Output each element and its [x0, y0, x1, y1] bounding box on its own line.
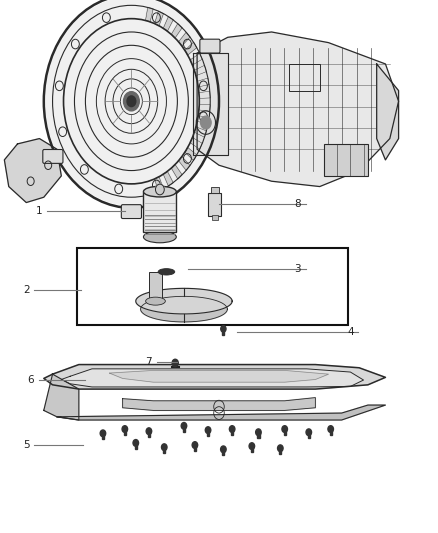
Bar: [257, 432, 260, 438]
Circle shape: [282, 426, 287, 432]
Bar: [194, 445, 196, 451]
Polygon shape: [4, 139, 61, 203]
Polygon shape: [171, 23, 182, 38]
Polygon shape: [44, 365, 385, 389]
Polygon shape: [57, 405, 385, 420]
Bar: [307, 432, 310, 438]
Circle shape: [192, 442, 198, 448]
FancyBboxPatch shape: [200, 39, 220, 53]
Polygon shape: [46, 0, 217, 205]
Polygon shape: [61, 369, 364, 387]
Polygon shape: [193, 53, 228, 155]
Polygon shape: [141, 296, 227, 322]
Bar: [124, 429, 126, 435]
Ellipse shape: [145, 297, 165, 305]
Ellipse shape: [158, 269, 175, 275]
Bar: [212, 215, 218, 220]
Bar: [222, 449, 225, 455]
Polygon shape: [179, 157, 190, 170]
Text: 2: 2: [23, 286, 30, 295]
Polygon shape: [145, 7, 153, 22]
Text: 5: 5: [23, 440, 30, 450]
Circle shape: [100, 430, 106, 437]
Circle shape: [172, 359, 178, 367]
Circle shape: [162, 444, 167, 450]
Bar: [324, 144, 368, 176]
Polygon shape: [197, 116, 209, 125]
Bar: [148, 431, 150, 437]
Circle shape: [124, 92, 139, 111]
Polygon shape: [197, 32, 399, 187]
Circle shape: [230, 426, 235, 432]
Circle shape: [127, 96, 136, 107]
Circle shape: [201, 116, 211, 129]
Bar: [163, 447, 166, 453]
Polygon shape: [179, 33, 190, 46]
Circle shape: [221, 446, 226, 453]
Bar: [251, 446, 253, 452]
Circle shape: [328, 426, 333, 432]
Bar: [289, 64, 320, 91]
Circle shape: [205, 427, 211, 433]
Bar: [329, 429, 332, 435]
Text: 3: 3: [294, 264, 301, 274]
FancyBboxPatch shape: [121, 205, 141, 219]
Polygon shape: [197, 78, 209, 87]
Polygon shape: [123, 398, 315, 410]
Circle shape: [122, 426, 127, 432]
Polygon shape: [185, 148, 197, 160]
Bar: [223, 329, 225, 335]
Bar: [208, 193, 221, 216]
Polygon shape: [155, 177, 163, 191]
Bar: [207, 430, 209, 436]
Circle shape: [306, 429, 311, 435]
Polygon shape: [185, 42, 197, 55]
Circle shape: [256, 429, 261, 435]
Circle shape: [146, 428, 152, 434]
Ellipse shape: [143, 187, 177, 197]
Polygon shape: [171, 165, 182, 179]
Ellipse shape: [143, 231, 177, 243]
Polygon shape: [163, 171, 173, 186]
Circle shape: [133, 440, 138, 446]
Polygon shape: [199, 104, 210, 111]
Bar: [77, 248, 348, 325]
Circle shape: [278, 445, 283, 451]
Polygon shape: [199, 91, 210, 99]
Circle shape: [221, 326, 226, 332]
Circle shape: [249, 443, 254, 449]
FancyBboxPatch shape: [43, 149, 63, 163]
Text: 1: 1: [36, 206, 43, 215]
Polygon shape: [136, 288, 232, 314]
Polygon shape: [155, 11, 163, 26]
Bar: [279, 448, 282, 454]
Bar: [183, 425, 185, 432]
Text: 4: 4: [347, 327, 354, 336]
Bar: [143, 191, 176, 231]
Polygon shape: [44, 374, 79, 420]
Polygon shape: [190, 138, 202, 149]
Polygon shape: [163, 17, 173, 31]
Circle shape: [155, 184, 164, 195]
Polygon shape: [194, 127, 206, 137]
Circle shape: [181, 423, 187, 429]
Text: 6: 6: [27, 375, 34, 385]
Polygon shape: [194, 66, 206, 76]
Bar: [231, 429, 233, 435]
Text: 7: 7: [145, 358, 152, 367]
Bar: [102, 433, 104, 439]
Bar: [134, 442, 137, 449]
Polygon shape: [377, 64, 399, 160]
Polygon shape: [190, 53, 202, 65]
Bar: [283, 429, 286, 435]
Polygon shape: [110, 370, 328, 382]
Bar: [211, 187, 219, 193]
Text: 8: 8: [294, 199, 301, 209]
Bar: [149, 272, 162, 301]
